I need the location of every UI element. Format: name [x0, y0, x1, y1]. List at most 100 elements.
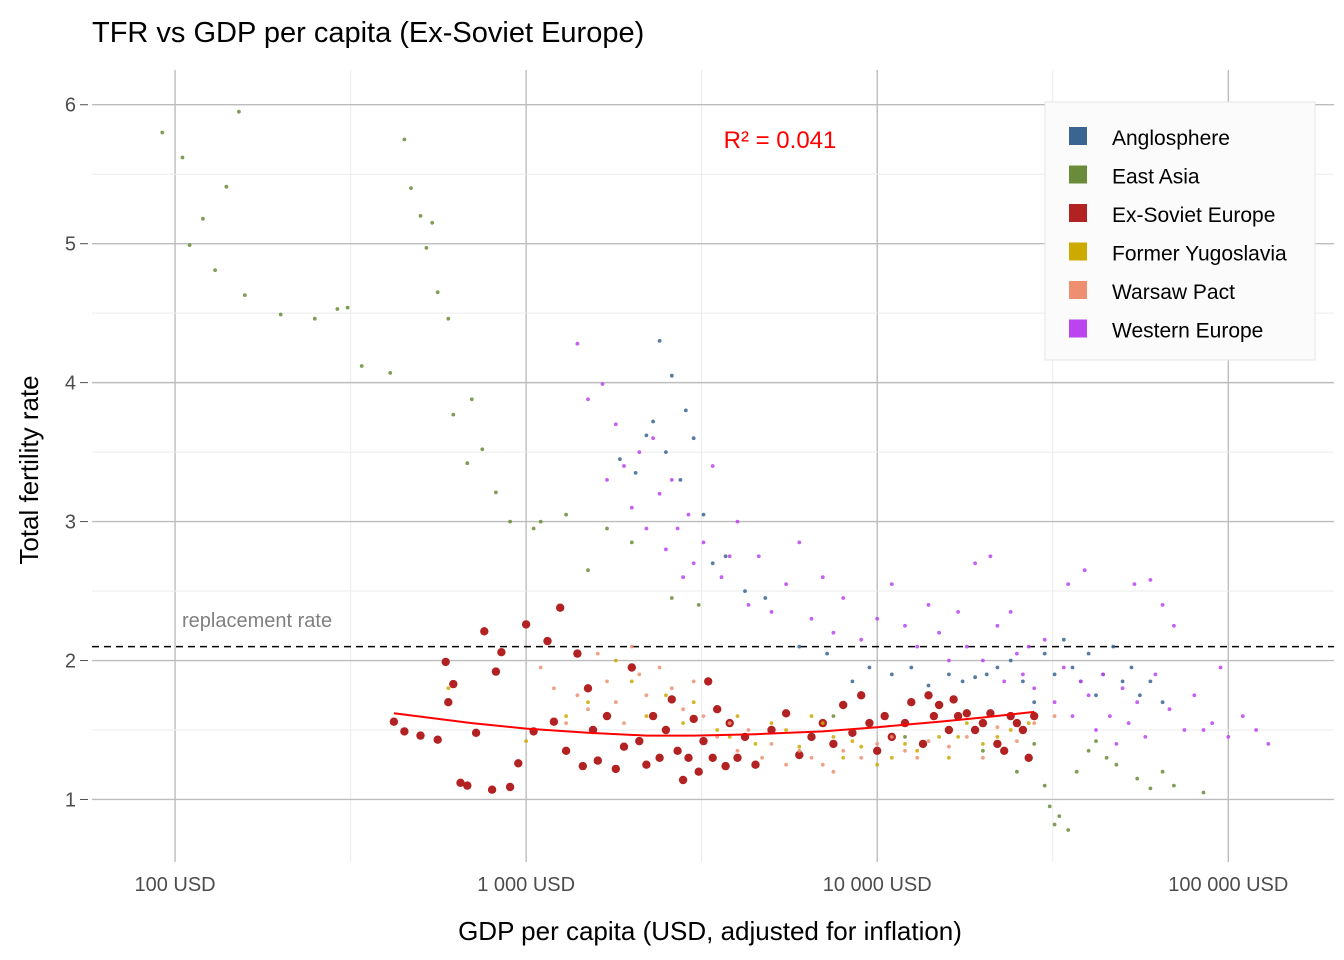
point-western-europe [1094, 728, 1098, 732]
point-east-asia [1066, 828, 1071, 832]
point-east-asia [831, 714, 836, 718]
y-tick-label: 6 [65, 95, 76, 117]
point-anglosphere [797, 644, 802, 649]
point-anglosphere [850, 679, 855, 684]
point-east-asia [1201, 790, 1206, 795]
point-warsaw-pact [575, 693, 580, 698]
chart-title: TFR vs GDP per capita (Ex-Soviet Europe) [92, 17, 644, 49]
point-anglosphere [633, 471, 638, 475]
point-ex-soviet-europe [556, 603, 565, 612]
point-east-asia [629, 540, 634, 545]
point-anglosphere [1111, 644, 1116, 649]
point-western-europe [629, 505, 634, 510]
point-ex-soviet-europe [949, 695, 958, 704]
point-ex-soviet-europe [578, 761, 587, 771]
point-anglosphere [678, 478, 683, 482]
point-warsaw-pact [889, 735, 894, 739]
point-western-europe [1086, 693, 1091, 698]
point-ex-soviet-europe [962, 709, 971, 718]
point-western-europe [637, 450, 642, 454]
point-anglosphere [1052, 672, 1057, 677]
y-tick-label: 3 [65, 512, 76, 534]
point-warsaw-pact [669, 686, 674, 691]
point-anglosphere [867, 665, 872, 670]
point-east-asia [1172, 783, 1176, 788]
point-ex-soviet-europe [463, 781, 472, 790]
point-anglosphere [1086, 651, 1091, 656]
point-western-europe [1082, 568, 1087, 573]
point-warsaw-pact [552, 686, 556, 691]
point-western-europe [964, 644, 969, 649]
point-warsaw-pact [681, 707, 685, 712]
point-anglosphere [1129, 665, 1134, 670]
point-ex-soviet-europe [521, 620, 531, 629]
point-warsaw-pact [859, 755, 864, 760]
point-anglosphere [664, 450, 668, 454]
point-east-asia [531, 526, 536, 531]
point-western-europe [719, 575, 724, 580]
point-western-europe [1167, 707, 1172, 712]
point-ex-soviet-europe [699, 736, 708, 746]
point-western-europe [735, 519, 740, 524]
point-former-yugoslavia [859, 744, 864, 749]
point-former-yugoslavia [995, 735, 1000, 739]
point-former-yugoslavia [446, 686, 451, 691]
point-east-asia [586, 568, 590, 573]
point-ex-soviet-europe [389, 717, 399, 726]
point-anglosphere [1008, 658, 1013, 663]
point-former-yugoslavia [613, 658, 618, 663]
point-warsaw-pact [760, 755, 764, 760]
point-east-asia [564, 512, 568, 517]
point-former-yugoslavia [727, 735, 732, 739]
point-ex-soviet-europe [1012, 718, 1022, 728]
point-warsaw-pact [727, 721, 732, 725]
point-western-europe [1061, 665, 1066, 670]
point-anglosphere [1042, 651, 1047, 656]
point-ex-soviet-europe [561, 746, 571, 755]
point-east-asia [402, 137, 407, 142]
point-western-europe [1160, 603, 1165, 607]
point-ex-soviet-europe [993, 739, 1002, 749]
point-anglosphere [1138, 693, 1142, 698]
point-anglosphere [1021, 679, 1025, 684]
legend-swatch-warsaw-pact [1069, 281, 1087, 299]
point-western-europe [664, 547, 668, 552]
point-warsaw-pact [875, 742, 880, 746]
point-east-asia [312, 316, 317, 321]
trend-line [393, 710, 1035, 737]
point-ex-soviet-europe [416, 731, 425, 740]
point-warsaw-pact [841, 748, 846, 753]
point-western-europe [1240, 714, 1245, 718]
point-east-asia [1032, 742, 1037, 746]
point-ex-soviet-europe [648, 711, 658, 721]
point-anglosphere [889, 672, 894, 677]
point-former-yugoslavia [809, 714, 814, 718]
point-ex-soviet-europe [907, 698, 916, 707]
point-warsaw-pact [1052, 714, 1057, 718]
point-ex-soviet-europe [807, 732, 816, 742]
point-warsaw-pact [769, 742, 774, 746]
point-ex-soviet-europe [873, 746, 882, 755]
point-ex-soviet-europe [655, 753, 664, 762]
point-former-yugoslavia [875, 762, 880, 767]
point-anglosphere [1061, 637, 1066, 642]
point-western-europe [613, 422, 618, 427]
y-axis-label: Total fertility rate [14, 375, 44, 564]
point-east-asia [1135, 776, 1140, 781]
data-points [160, 109, 1271, 832]
point-warsaw-pact [657, 665, 662, 670]
point-western-europe [1172, 623, 1176, 628]
point-western-europe [1126, 721, 1131, 725]
point-east-asia [1074, 769, 1079, 774]
point-western-europe [831, 630, 836, 635]
point-western-europe [1201, 728, 1206, 732]
point-western-europe [915, 644, 920, 649]
point-ex-soviet-europe [829, 739, 838, 749]
point-anglosphere [683, 408, 688, 413]
point-anglosphere [651, 419, 655, 424]
point-former-yugoslavia [644, 714, 649, 718]
point-warsaw-pact [1032, 721, 1037, 725]
point-western-europe [784, 582, 788, 586]
x-tick-label: 100 USD [134, 874, 215, 896]
point-western-europe [1153, 672, 1158, 677]
